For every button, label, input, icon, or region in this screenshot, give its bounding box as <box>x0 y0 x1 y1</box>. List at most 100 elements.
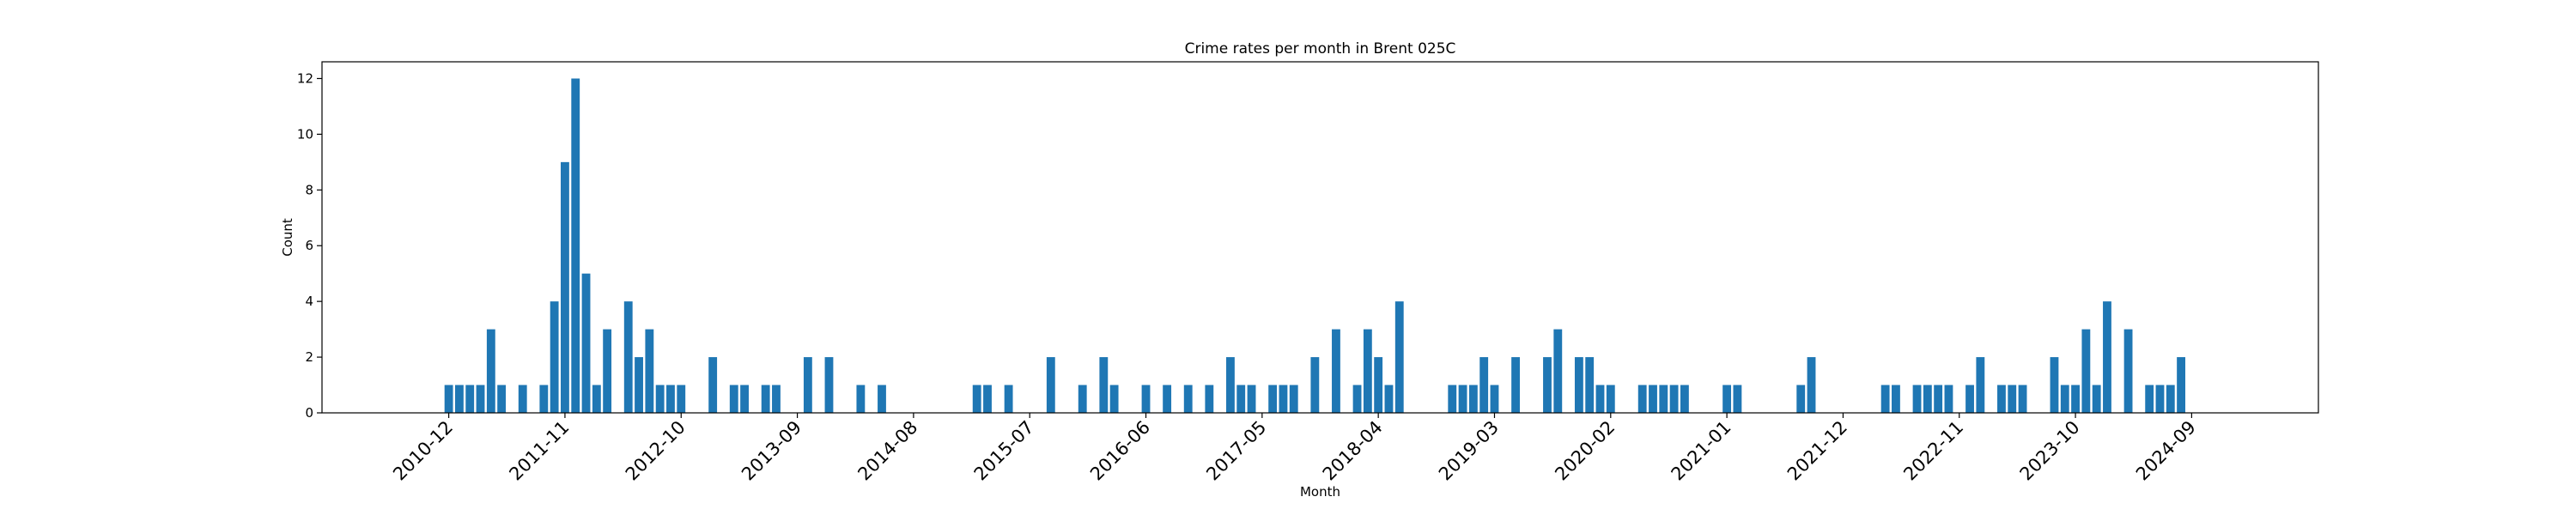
bar-2011-09 <box>539 385 549 413</box>
bar-2019-09 <box>1553 329 1563 413</box>
x-tick-label: 2015-07 <box>970 417 1038 485</box>
bar-2022-12 <box>1965 385 1974 413</box>
bar-2019-01 <box>1468 385 1478 413</box>
x-tick-label: 2014-08 <box>854 417 921 485</box>
bar-2018-03 <box>1363 329 1372 413</box>
bar-2014-05 <box>878 385 886 413</box>
bar-2018-06 <box>1394 301 1404 413</box>
bar-2017-06 <box>1268 385 1278 413</box>
bar-2024-03 <box>2123 329 2133 413</box>
bar-2015-09 <box>1046 357 1055 413</box>
bar-2023-09 <box>2060 385 2069 413</box>
y-tick-label: 12 <box>297 70 313 86</box>
bar-2022-09 <box>1934 385 1943 413</box>
bar-2012-05 <box>623 301 633 413</box>
bar-2012-03 <box>603 329 612 413</box>
bar-2010-12 <box>444 385 453 413</box>
bar-2024-08 <box>2177 357 2185 413</box>
bar-2020-01 <box>1595 385 1605 413</box>
bar-2012-06 <box>635 357 643 413</box>
bar-2011-07 <box>518 385 527 413</box>
bar-2018-04 <box>1374 357 1383 413</box>
bar-2021-08 <box>1796 385 1806 413</box>
bar-2024-01 <box>2103 301 2111 413</box>
bar-2019-08 <box>1543 357 1552 413</box>
x-tick-label: 2020-02 <box>1551 417 1619 485</box>
bar-2015-05 <box>1004 385 1013 413</box>
bar-2012-09 <box>666 385 675 413</box>
bar-2016-03 <box>1109 385 1119 413</box>
bar-2024-05 <box>2145 385 2154 413</box>
bar-2017-02 <box>1226 357 1235 413</box>
bar-2020-02 <box>1606 385 1615 413</box>
bar-2023-03 <box>1997 385 2006 413</box>
x-tick-label: 2010-12 <box>389 417 457 485</box>
bar-2012-02 <box>592 385 601 413</box>
bar-2020-09 <box>1680 385 1689 413</box>
bar-2013-12 <box>824 357 834 413</box>
bar-2011-01 <box>455 385 464 413</box>
x-tick-label: 2012-10 <box>622 417 690 485</box>
bar-2019-05 <box>1511 357 1520 413</box>
bar-2021-01 <box>1722 385 1732 413</box>
bars <box>444 78 2185 413</box>
x-axis: 2010-12 2011-11 2012-10 2013-09 2014-08 2015-… <box>389 413 2200 485</box>
bar-2022-10 <box>1944 385 1953 413</box>
bar-2020-05 <box>1637 385 1647 413</box>
bar-2011-02 <box>465 385 475 413</box>
bar-2020-07 <box>1659 385 1668 413</box>
bar-2015-12 <box>1078 385 1087 413</box>
bar-2016-02 <box>1099 357 1109 413</box>
bar-2013-07 <box>772 385 781 413</box>
bar-2011-12 <box>571 78 580 413</box>
bar-2023-04 <box>2008 385 2017 413</box>
bar-2011-05 <box>497 385 507 413</box>
bar-2019-02 <box>1479 357 1489 413</box>
bar-2017-04 <box>1247 385 1256 413</box>
x-tick-label: 2011-11 <box>505 417 573 485</box>
bar-2013-10 <box>803 357 812 413</box>
bar-2013-03 <box>729 385 738 413</box>
bar-2023-08 <box>2050 357 2059 413</box>
x-tick-label: 2019-03 <box>1435 417 1503 485</box>
bar-2023-01 <box>1976 357 1985 413</box>
chart-title: Crime rates per month in Brent 025C <box>1185 40 1456 58</box>
bar-2022-08 <box>1923 385 1932 413</box>
bar-2012-10 <box>677 385 686 413</box>
bar-2011-04 <box>486 329 495 413</box>
bar-2023-12 <box>2092 385 2101 413</box>
x-axis-label: Month <box>1300 484 1340 500</box>
bar-2017-07 <box>1279 385 1288 413</box>
bar-2017-08 <box>1289 385 1298 413</box>
y-tick-label: 6 <box>305 238 313 253</box>
bar-2018-05 <box>1384 385 1394 413</box>
bar-2022-07 <box>1912 385 1922 413</box>
bar-2023-05 <box>2018 385 2027 413</box>
x-tick-label: 2013-09 <box>738 417 805 485</box>
y-axis-label: Count <box>280 218 295 257</box>
bar-2023-10 <box>2071 385 2080 413</box>
bar-2015-02 <box>972 385 981 413</box>
bar-2016-10 <box>1183 385 1193 413</box>
bar-2021-02 <box>1733 385 1742 413</box>
bar-2018-12 <box>1458 385 1467 413</box>
bar-2014-03 <box>856 385 866 413</box>
bar-2011-10 <box>550 301 559 413</box>
bar-2017-12 <box>1332 329 1340 413</box>
bar-2024-06 <box>2155 385 2165 413</box>
y-tick-label: 2 <box>305 349 313 365</box>
bar-2015-03 <box>983 385 992 413</box>
bar-2018-11 <box>1448 385 1457 413</box>
x-tick-label: 2023-10 <box>2016 417 2084 485</box>
bar-2013-01 <box>708 357 718 413</box>
bar-2020-08 <box>1669 385 1679 413</box>
bar-2018-02 <box>1352 385 1362 413</box>
x-tick-label: 2017-05 <box>1202 417 1270 485</box>
bar-2022-04 <box>1880 385 1890 413</box>
bar-2020-06 <box>1649 385 1657 413</box>
bar-2021-09 <box>1807 357 1816 413</box>
bar-2012-01 <box>581 273 591 413</box>
y-tick-label: 8 <box>305 182 313 197</box>
x-tick-label: 2018-04 <box>1319 417 1387 485</box>
